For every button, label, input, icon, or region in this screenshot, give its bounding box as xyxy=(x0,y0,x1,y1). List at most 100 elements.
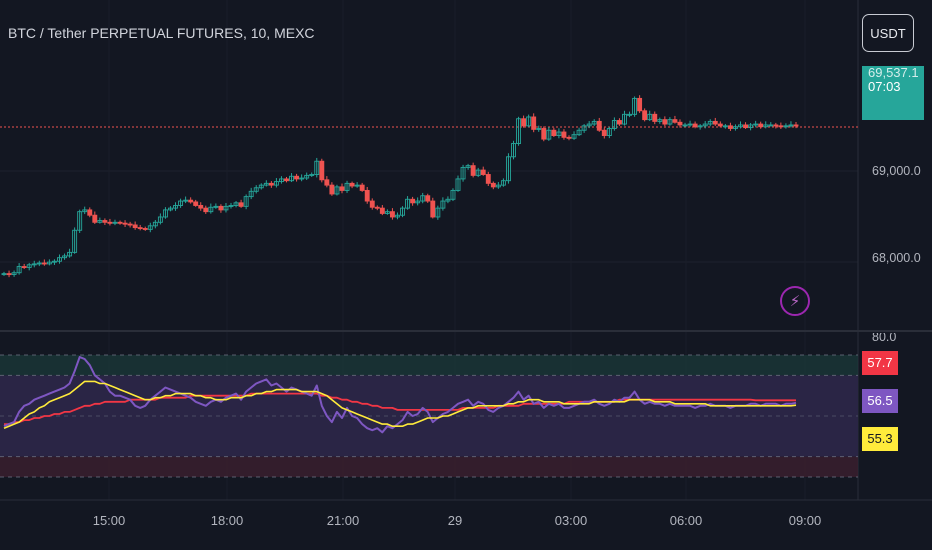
candle-body xyxy=(248,190,254,198)
candle-body xyxy=(596,120,602,131)
candle-body xyxy=(354,184,360,187)
candle-body xyxy=(198,205,204,209)
currency-button[interactable]: USDT xyxy=(862,14,914,52)
candle-body xyxy=(425,195,431,202)
candle-body xyxy=(677,121,683,126)
rsi-slow-line xyxy=(4,392,796,426)
time-tick-2100: 21:00 xyxy=(326,513,360,528)
candle-body xyxy=(763,124,769,128)
candle-body xyxy=(46,261,52,265)
candle-body xyxy=(41,262,47,265)
candle-body xyxy=(97,220,103,223)
rsi-ma-value-tag: 55.3 xyxy=(862,427,898,451)
candle-body xyxy=(707,120,713,125)
candle-body xyxy=(117,221,123,224)
time-tick-0900: 09:00 xyxy=(788,513,822,528)
candle-body xyxy=(611,120,617,129)
candle-body xyxy=(324,179,330,186)
candle-body xyxy=(364,189,370,202)
candle-body xyxy=(359,184,365,191)
candle-body xyxy=(667,119,673,125)
candle-body xyxy=(203,207,209,213)
candle-body xyxy=(319,160,325,181)
candle-body xyxy=(218,205,224,211)
candle-body xyxy=(228,205,234,207)
candle-body xyxy=(475,169,481,176)
candle-body xyxy=(21,266,27,268)
candle-body xyxy=(168,207,173,211)
candle-body xyxy=(173,205,178,209)
candle-body xyxy=(102,220,108,223)
candle-body xyxy=(506,156,511,182)
candle-body xyxy=(253,187,259,192)
candle-body xyxy=(632,97,638,115)
candle-body xyxy=(16,266,22,274)
candle-body xyxy=(793,124,799,127)
candle-body xyxy=(284,178,289,182)
candle-body xyxy=(405,198,411,209)
candle-body xyxy=(389,211,395,218)
candle-body xyxy=(36,262,42,265)
candle-body xyxy=(233,202,239,206)
time-tick-0600: 06:00 xyxy=(669,513,703,528)
candle-body xyxy=(738,124,743,128)
candle-body xyxy=(566,136,572,139)
candle-body xyxy=(526,116,532,127)
time-tick-1500: 15:00 xyxy=(92,513,126,528)
candle-body xyxy=(193,201,199,206)
lightning-bolt-icon[interactable]: ⚡ xyxy=(780,286,810,316)
candle-body xyxy=(687,123,693,126)
candle-body xyxy=(374,206,380,209)
candle-body xyxy=(152,221,158,227)
candle-body xyxy=(697,125,703,128)
candle-body xyxy=(349,182,355,187)
time-tick-29: 29 xyxy=(447,513,463,528)
candle-body xyxy=(289,175,294,182)
candle-body xyxy=(147,225,153,230)
candle-body xyxy=(536,128,542,130)
candle-body xyxy=(238,202,244,207)
candle-body xyxy=(379,207,385,214)
candle-body xyxy=(31,263,37,266)
candle-body xyxy=(72,229,78,253)
candle-body xyxy=(783,125,789,128)
candle-body xyxy=(107,221,113,224)
candle-body xyxy=(430,200,436,218)
rsi-slow-value-tag: 57.7 xyxy=(862,351,898,375)
chart-title: BTC / Tether PERPETUAL FUTURES, 10, MEXC xyxy=(8,25,315,41)
rsi-ma-line xyxy=(3,380,797,429)
candle-body xyxy=(344,182,350,191)
candle-body xyxy=(77,211,83,231)
candle-body xyxy=(516,118,521,144)
candle-body xyxy=(682,124,688,127)
candle-body xyxy=(268,182,274,186)
candle-body xyxy=(465,165,471,168)
candle-body xyxy=(112,221,118,224)
candle-body xyxy=(480,169,486,175)
candle-body xyxy=(62,255,67,259)
candle-body xyxy=(450,189,456,200)
candle-body xyxy=(743,124,749,129)
candle-body xyxy=(768,124,774,127)
candle-body xyxy=(92,214,98,223)
last-price-badge: 69,537.1 07:03 xyxy=(862,66,924,120)
candle-body xyxy=(637,97,643,112)
last-price-value: 69,537.1 xyxy=(868,66,919,80)
candle-body xyxy=(455,178,461,191)
candle-body xyxy=(294,175,300,180)
candle-body xyxy=(773,124,779,127)
candle-body xyxy=(51,260,57,263)
candle-body xyxy=(541,128,547,140)
candle-body xyxy=(576,129,582,136)
candle-body xyxy=(440,200,446,209)
candle-body xyxy=(11,272,17,275)
candle-body xyxy=(157,216,163,223)
candle-body xyxy=(717,123,723,127)
candle-body xyxy=(6,273,12,276)
rsi-oversold-zone xyxy=(0,456,858,477)
price-tick-69000: 69,000.0 xyxy=(872,164,921,178)
candle-body xyxy=(460,166,466,180)
candle-body xyxy=(642,110,648,121)
rsi-overbought-zone xyxy=(0,355,858,376)
